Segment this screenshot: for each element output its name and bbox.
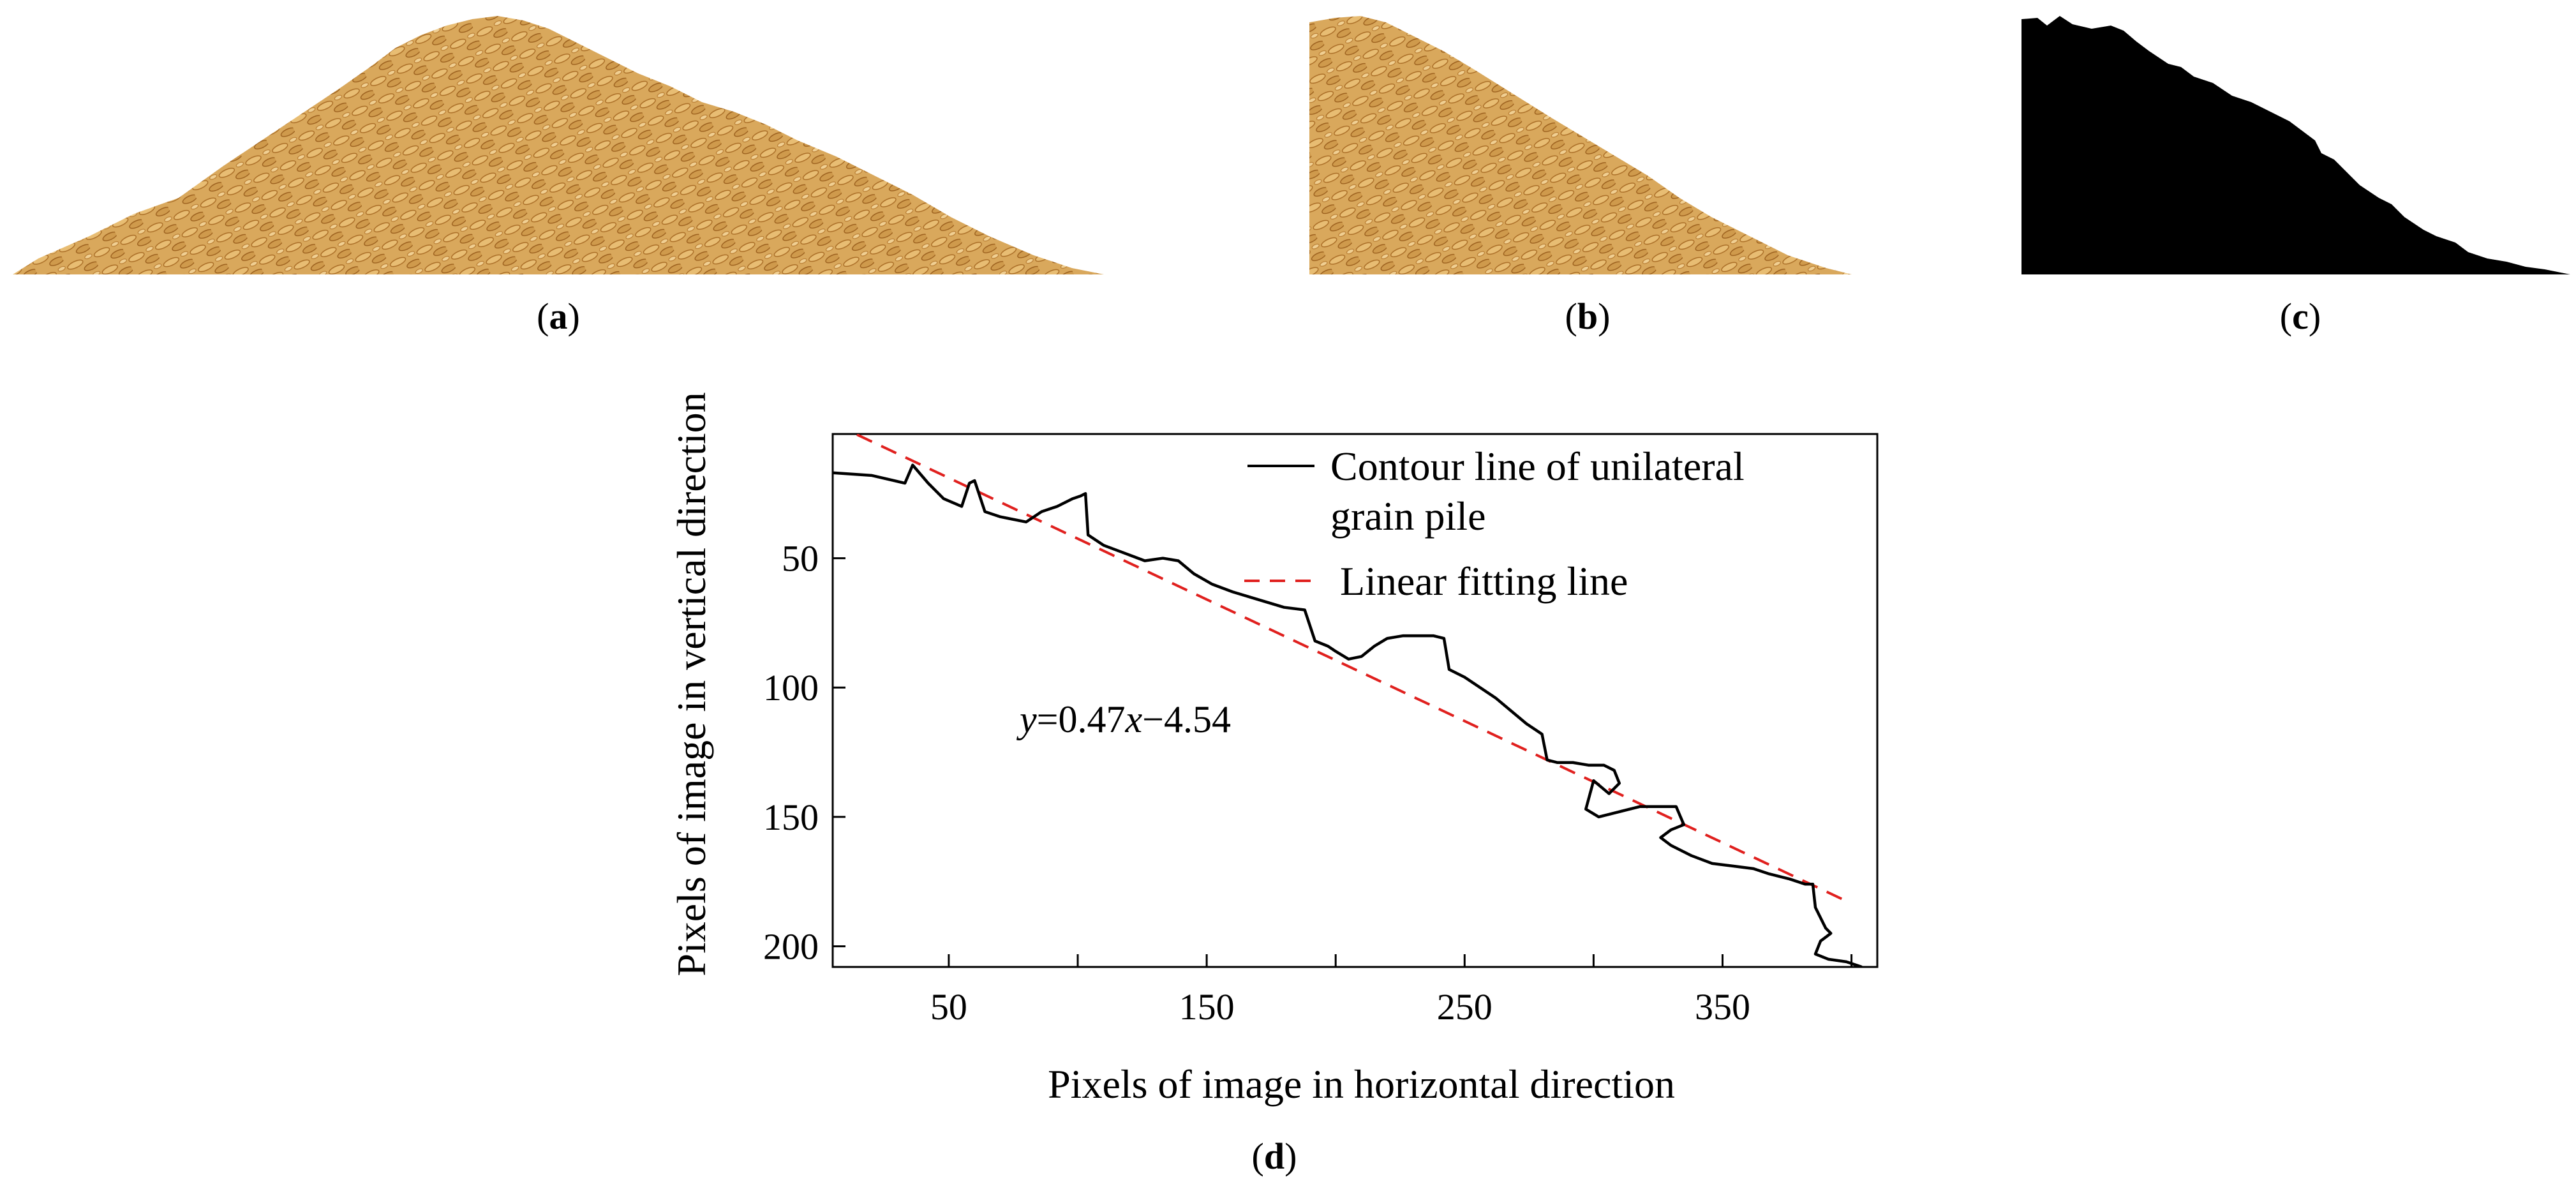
grain-pile-photo-full [13, 16, 1104, 274]
panel-a-caption: (a) [537, 296, 580, 337]
panel-b-caption: (b) [1565, 296, 1611, 337]
y-tick-label: 150 [763, 797, 819, 838]
y-tick-label: 200 [763, 926, 819, 968]
x-tick-label: 150 [1179, 986, 1235, 1028]
y-axis-label: Pixels of image in vertical direction [669, 392, 714, 976]
contour-line [833, 463, 1863, 967]
panel-d-caption: (d) [1251, 1135, 1297, 1177]
plot-frame [831, 433, 1879, 968]
grain-pile-binary-mask [2021, 16, 2570, 274]
x-axis-label: Pixels of image in horizontal direction [1048, 1061, 1675, 1107]
x-tick-label: 350 [1695, 986, 1750, 1028]
legend-label-contour: Contour line of unilateral grain pile [1330, 444, 1745, 539]
grain-pile-photo-unilateral [1309, 16, 1852, 274]
y-tick-label: 100 [763, 667, 819, 708]
legend-label-fit: Linear fitting line [1340, 558, 1628, 604]
x-tick-label: 250 [1437, 986, 1493, 1028]
panel-c-caption: (c) [2279, 296, 2321, 337]
fit-equation: y=0.47x−4.54 [1016, 698, 1231, 740]
x-tick-label: 50 [930, 986, 967, 1028]
y-tick-label: 50 [782, 538, 819, 580]
